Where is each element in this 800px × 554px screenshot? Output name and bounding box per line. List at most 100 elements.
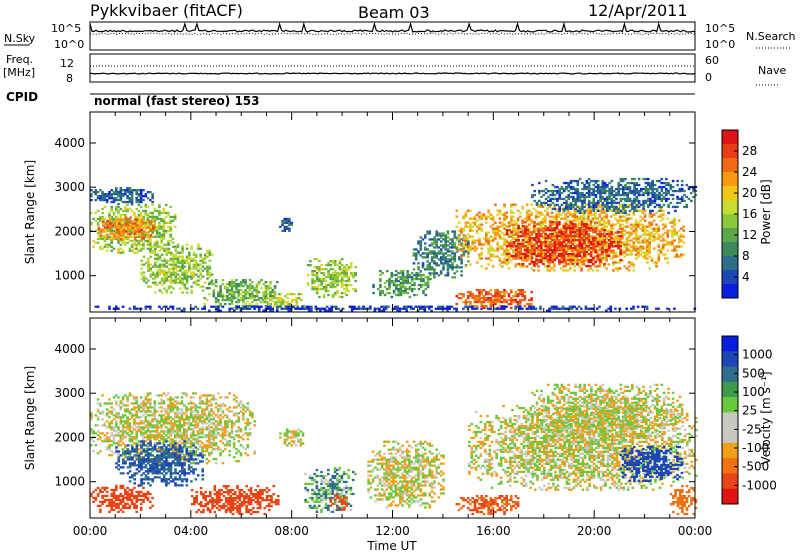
echo-cell <box>512 245 515 248</box>
echo-cell <box>482 295 486 298</box>
echo-cell <box>534 213 538 216</box>
echo-cell <box>122 218 126 221</box>
echo-cell <box>190 289 193 292</box>
echo-cell <box>190 271 193 274</box>
echo-cell <box>637 203 640 206</box>
echo-cell <box>575 211 579 214</box>
echo-cell <box>583 252 586 256</box>
echo-cell <box>338 262 342 265</box>
echo-cell <box>139 200 143 204</box>
echo-cell <box>538 181 541 185</box>
echo-cell <box>462 295 465 298</box>
echo-cell <box>562 245 566 248</box>
echo-cell <box>420 285 423 289</box>
echo-cell <box>589 219 592 222</box>
echo-cell <box>550 307 554 310</box>
echo-cell <box>537 205 540 208</box>
echo-cell <box>532 207 536 210</box>
echo-cell <box>128 229 132 232</box>
echo-cell <box>439 258 443 261</box>
echo-cell <box>633 189 636 193</box>
echo-cell <box>124 237 127 240</box>
echo-cell <box>324 287 328 291</box>
echo-cell <box>128 207 132 211</box>
echo-cell <box>334 285 337 289</box>
echo-cell <box>644 187 648 191</box>
echo-cell <box>610 191 614 195</box>
echo-cell <box>208 249 212 252</box>
echo-cell <box>206 265 209 268</box>
echo-cell <box>514 257 518 260</box>
echo-cell <box>343 279 346 283</box>
echo-cell <box>569 237 572 240</box>
echo-cell <box>528 227 531 230</box>
echo-cell <box>521 241 524 244</box>
echo-cell <box>94 211 98 215</box>
echo-cell <box>163 271 166 274</box>
echo-cell <box>491 295 495 298</box>
echo-cell <box>246 291 250 294</box>
echo-cell <box>553 193 557 197</box>
echo-cell <box>169 219 172 222</box>
echo-cell <box>462 234 466 237</box>
echo-cell <box>90 189 93 192</box>
echo-cell <box>146 191 150 194</box>
echo-cell <box>571 215 574 218</box>
echo-cell <box>653 193 657 197</box>
echo-cell <box>609 239 613 242</box>
echo-cell <box>251 281 254 284</box>
echo-cell <box>285 305 288 308</box>
echo-cell <box>549 193 552 197</box>
echo-cell <box>651 181 654 185</box>
echo-cell <box>133 234 137 237</box>
echo-cell <box>605 247 608 250</box>
echo-cell <box>625 225 629 228</box>
echo-cell <box>404 289 407 293</box>
echo-cell <box>547 199 550 203</box>
echo-cell <box>163 279 166 282</box>
echo-cell <box>138 224 141 227</box>
echo-cell <box>400 307 404 310</box>
echo-cell <box>612 237 615 240</box>
echo-cell <box>587 201 591 205</box>
noise-tick-left-top: 10^5 <box>51 22 81 35</box>
echo-cell <box>505 251 508 254</box>
echo-cell <box>482 215 486 218</box>
echo-cell <box>165 243 168 246</box>
echo-cell <box>646 253 649 256</box>
echo-cell <box>584 209 588 212</box>
echo-cell <box>587 203 591 207</box>
echo-cell <box>503 261 506 264</box>
echo-cell <box>562 227 566 230</box>
echo-cell <box>446 232 450 235</box>
echo-cell <box>654 307 658 310</box>
echo-cell <box>167 269 171 272</box>
echo-cell <box>603 231 606 234</box>
cpid-text: normal (fast stereo) 153 <box>94 94 260 108</box>
echo-cell <box>524 227 527 230</box>
echo-cell <box>424 283 428 287</box>
echo-cell <box>628 187 632 191</box>
echo-cell <box>295 297 298 300</box>
echo-cell <box>140 277 143 280</box>
echo-cell <box>641 233 645 236</box>
echo-cell <box>334 262 337 265</box>
echo-cell <box>156 257 159 260</box>
echo-cell <box>496 225 499 228</box>
echo-cell <box>530 298 533 302</box>
echo-cell <box>565 207 568 211</box>
echo-cell <box>555 231 558 234</box>
echo-cell <box>643 229 647 232</box>
echo-cell <box>349 272 353 275</box>
echo-cell <box>607 307 610 310</box>
echo-cell <box>433 238 436 241</box>
echo-cell <box>257 281 261 284</box>
echo-cell <box>154 247 157 250</box>
echo-cell <box>210 279 214 282</box>
echo-cell <box>621 235 624 238</box>
echo-cell <box>244 293 247 296</box>
echo-cell <box>676 195 679 199</box>
echo-cell <box>120 232 123 235</box>
echo-cell <box>544 237 548 240</box>
echo-cell <box>538 191 541 195</box>
